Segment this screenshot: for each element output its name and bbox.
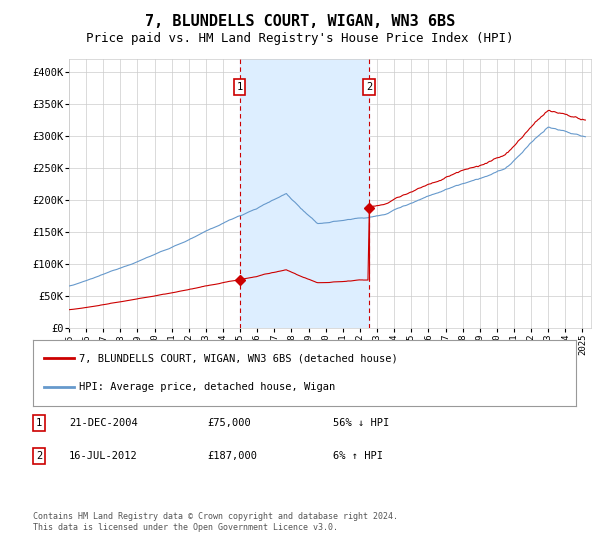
Text: £75,000: £75,000: [207, 418, 251, 428]
Bar: [239, 59, 369, 328]
Text: 2: 2: [366, 82, 373, 92]
Text: 1: 1: [36, 418, 42, 428]
Text: 6% ↑ HPI: 6% ↑ HPI: [333, 451, 383, 461]
Text: 2: 2: [36, 451, 42, 461]
Text: HPI: Average price, detached house, Wigan: HPI: Average price, detached house, Wiga…: [79, 382, 335, 393]
Text: 16-JUL-2012: 16-JUL-2012: [69, 451, 138, 461]
Text: £187,000: £187,000: [207, 451, 257, 461]
Text: 7, BLUNDELLS COURT, WIGAN, WN3 6BS: 7, BLUNDELLS COURT, WIGAN, WN3 6BS: [145, 14, 455, 29]
Text: 56% ↓ HPI: 56% ↓ HPI: [333, 418, 389, 428]
Text: Price paid vs. HM Land Registry's House Price Index (HPI): Price paid vs. HM Land Registry's House …: [86, 32, 514, 45]
Text: Contains HM Land Registry data © Crown copyright and database right 2024.
This d: Contains HM Land Registry data © Crown c…: [33, 512, 398, 532]
Text: 21-DEC-2004: 21-DEC-2004: [69, 418, 138, 428]
Text: 1: 1: [236, 82, 243, 92]
Text: 7, BLUNDELLS COURT, WIGAN, WN3 6BS (detached house): 7, BLUNDELLS COURT, WIGAN, WN3 6BS (deta…: [79, 353, 398, 363]
